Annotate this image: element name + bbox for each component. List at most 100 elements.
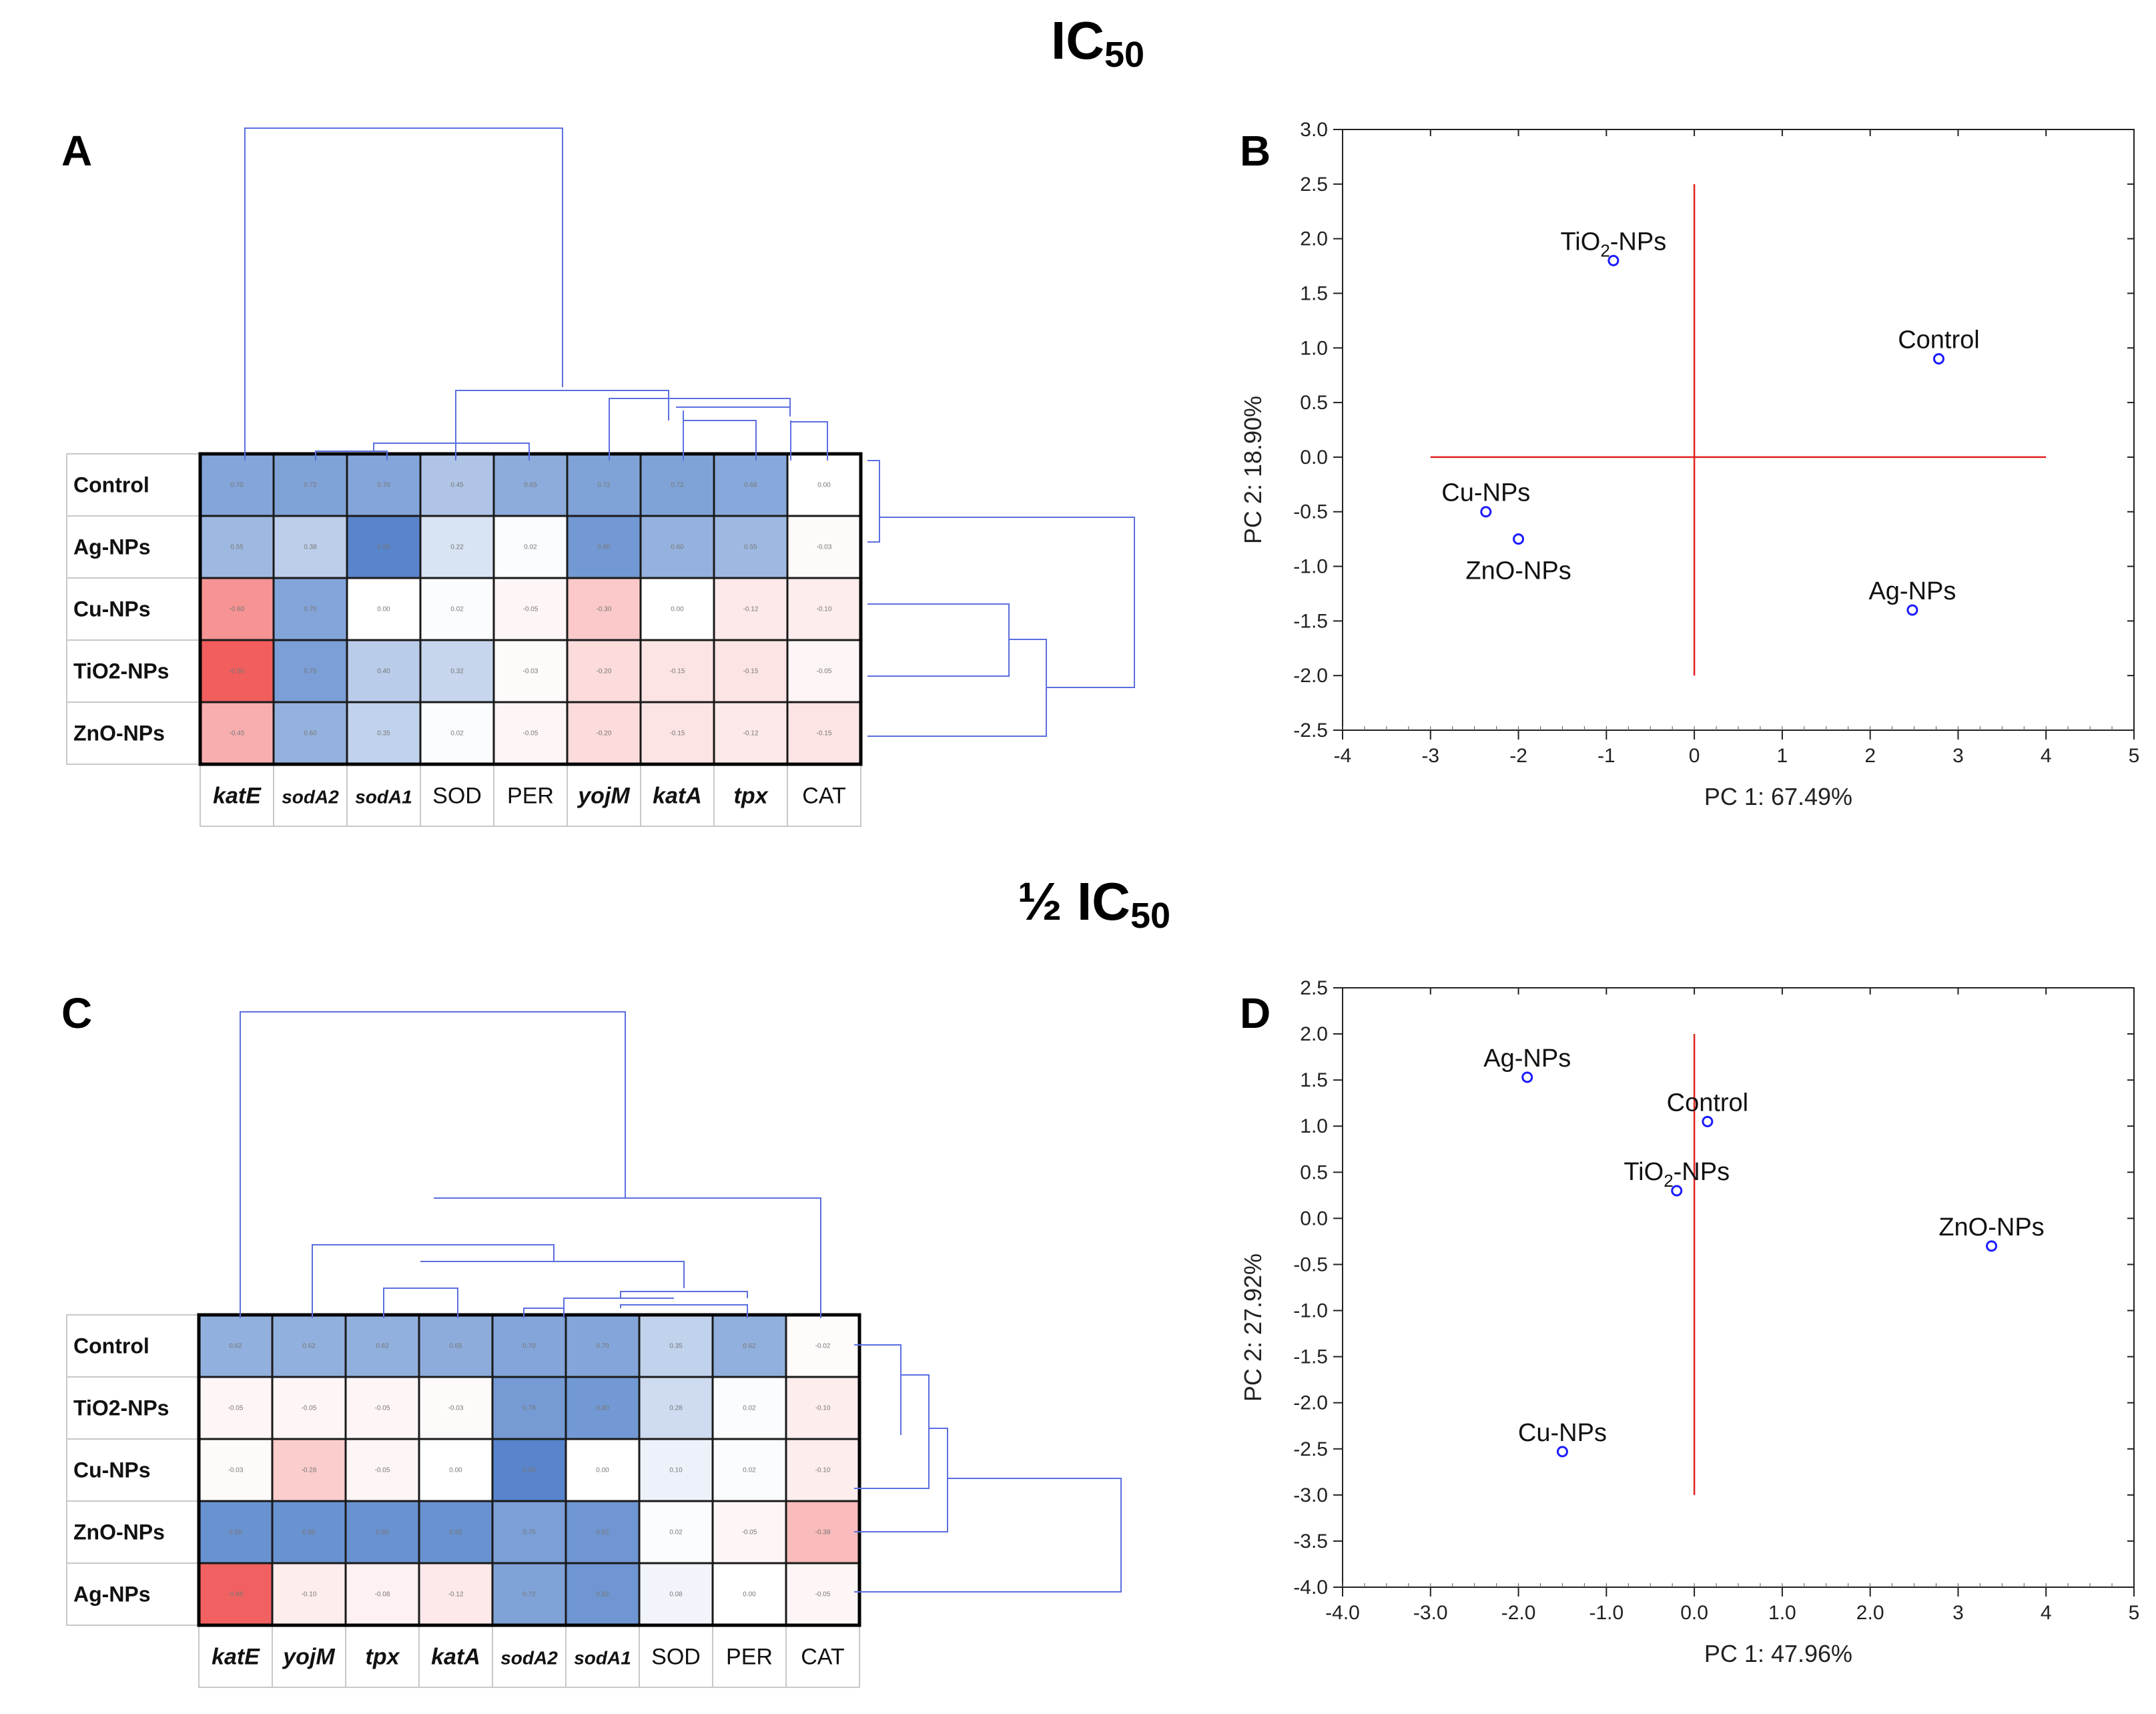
- data-point: [1480, 506, 1492, 518]
- y-tick-label: -1.5: [1293, 1346, 1328, 1368]
- heatmap-cell-value: -0.15: [743, 668, 759, 675]
- y-tick-label: 2.0: [1300, 228, 1328, 250]
- row-label: Ag-NPs: [73, 535, 151, 559]
- y-tick-label: -0.5: [1293, 1253, 1328, 1275]
- row-label: TiO2-NPs: [73, 659, 169, 683]
- heatmap-cell: [271, 1314, 347, 1378]
- heatmap-cell: [346, 639, 422, 703]
- heatmap-border: [198, 452, 863, 766]
- heatmap-cell-value: 0.38: [304, 544, 317, 551]
- heatmap-cell-value: 0.60: [304, 730, 317, 738]
- x-tick-label: -4: [1334, 745, 1352, 767]
- heatmap-border: [197, 1313, 861, 1627]
- data-point: [1556, 1446, 1568, 1458]
- heatmap-cell-value: -0.20: [597, 730, 612, 738]
- heatmap-cell: [272, 515, 348, 579]
- heatmap-cell-value: -0.05: [375, 1467, 390, 1474]
- heatmap-cell-value: 0.00: [449, 1467, 462, 1474]
- heatmap-cell-value: -0.05: [375, 1405, 390, 1412]
- heatmap-cell-value: -0.10: [815, 1467, 831, 1474]
- row-label: Ag-NPs: [73, 1583, 151, 1607]
- y-tick-label: 2.0: [1300, 1023, 1328, 1045]
- data-point: [1986, 1240, 1998, 1252]
- heatmap-cell-value: -0.90: [230, 668, 245, 675]
- heatmap-cell-value: -0.10: [815, 1405, 831, 1412]
- heatmap-cell: [711, 1438, 787, 1502]
- dendrogram-a-branch: [676, 406, 791, 416]
- heatmap-cell: [639, 701, 715, 766]
- dendrogram-a-branch: [609, 398, 791, 461]
- heatmap-cell: [198, 1562, 274, 1627]
- heatmap-cell-value: 0.70: [596, 1343, 609, 1350]
- heatmap-cell-value: 0.65: [449, 1343, 462, 1350]
- row-label: Control: [73, 1334, 149, 1358]
- data-point: [1906, 604, 1918, 616]
- heatmap-cell: [638, 1438, 714, 1502]
- data-point-label: ZnO-NPs: [1465, 557, 1571, 585]
- heatmap-cell-value: 0.72: [671, 482, 684, 489]
- dendrogram-c: [240, 1011, 1122, 1593]
- column-label: sodA2: [282, 787, 339, 808]
- x-tick-label: 1: [1777, 745, 1788, 767]
- dendrogram-c-branch: [854, 1374, 930, 1489]
- row-label: Control: [73, 473, 149, 497]
- point-label-rest: -NPs: [1674, 1158, 1730, 1186]
- heatmap-cell-value: 0.60: [671, 544, 684, 551]
- dendrogram-a-branch: [455, 390, 669, 461]
- heatmap-cell: [785, 1376, 861, 1440]
- panel-letter-a: A: [61, 127, 92, 175]
- heatmap-cell-value: -0.05: [302, 1405, 317, 1412]
- dendrogram-a-branch: [244, 127, 563, 461]
- point-label-rest: -NPs: [1610, 228, 1666, 256]
- heatmap-cell-value: 0.02: [524, 544, 537, 551]
- heatmap-cell-value: 0.75: [522, 1529, 536, 1536]
- heatmap-cell-value: -0.15: [670, 730, 685, 738]
- dendrogram-c-branch: [620, 1291, 748, 1298]
- heatmap-cell-value: 0.82: [596, 1529, 609, 1536]
- heatmap-cell-value: 0.62: [376, 1343, 389, 1350]
- heatmap-cell: [198, 1500, 274, 1564]
- dendrogram-c-branch: [854, 1344, 902, 1435]
- heatmap-cell: [639, 639, 715, 703]
- heatmap-cell: [639, 515, 715, 579]
- heatmap-cell-value: 0.00: [671, 606, 684, 613]
- dendrogram-a-branch: [879, 517, 1135, 688]
- heatmap-cell-value: 0.70: [230, 482, 244, 489]
- y-tick-label: 0.0: [1300, 447, 1328, 469]
- column-label: SOD: [432, 784, 482, 809]
- column-label: sodA2: [500, 1648, 558, 1669]
- y-tick-label: -0.5: [1293, 501, 1328, 523]
- heatmap-cell: [713, 577, 789, 641]
- y-tick-label: 2.5: [1300, 174, 1328, 196]
- x-tick-label: 4: [2041, 1602, 2052, 1624]
- heatmap-cell-value: -0.08: [375, 1591, 390, 1599]
- data-point-label: Ag-NPs: [1483, 1045, 1571, 1073]
- heatmap-cell-value: -0.15: [670, 668, 685, 675]
- heatmap-cell-value: -0.05: [817, 668, 832, 675]
- heatmap-cell-value: -0.12: [743, 606, 759, 613]
- heatmap-cell-value: 0.45: [450, 482, 464, 489]
- heatmap-cell: [566, 453, 642, 517]
- heatmap-cell: [419, 701, 495, 766]
- heatmap-cell-value: 0.40: [377, 668, 390, 675]
- heatmap-cell: [492, 453, 569, 517]
- y-tick-label: -2.0: [1293, 1392, 1328, 1414]
- heatmap-cell-value: -0.12: [448, 1591, 464, 1599]
- x-tick-label: -3.0: [1413, 1602, 1448, 1624]
- heatmap-cell-value: 0.28: [669, 1405, 683, 1412]
- heatmap-cell: [199, 639, 275, 703]
- y-tick-label: -1.5: [1293, 610, 1328, 632]
- x-tick-label: -2: [1509, 745, 1527, 767]
- point-label-sub: 2: [1600, 240, 1609, 260]
- heatmap-cell-value: -0.28: [302, 1467, 317, 1474]
- x-tick-label: -1.0: [1589, 1602, 1624, 1624]
- heatmap-cell-value: -0.05: [228, 1405, 244, 1412]
- heatmap-cell-value: -0.03: [523, 668, 538, 675]
- heatmap-cell: [713, 453, 789, 517]
- point-label-base: TiO: [1624, 1158, 1664, 1186]
- column-label: katA: [653, 784, 702, 809]
- x-tick-label: 5: [2129, 1602, 2140, 1624]
- column-label: katE: [213, 784, 262, 809]
- x-tick-label: -1: [1597, 745, 1615, 767]
- dendrogram-c-branch: [312, 1244, 555, 1318]
